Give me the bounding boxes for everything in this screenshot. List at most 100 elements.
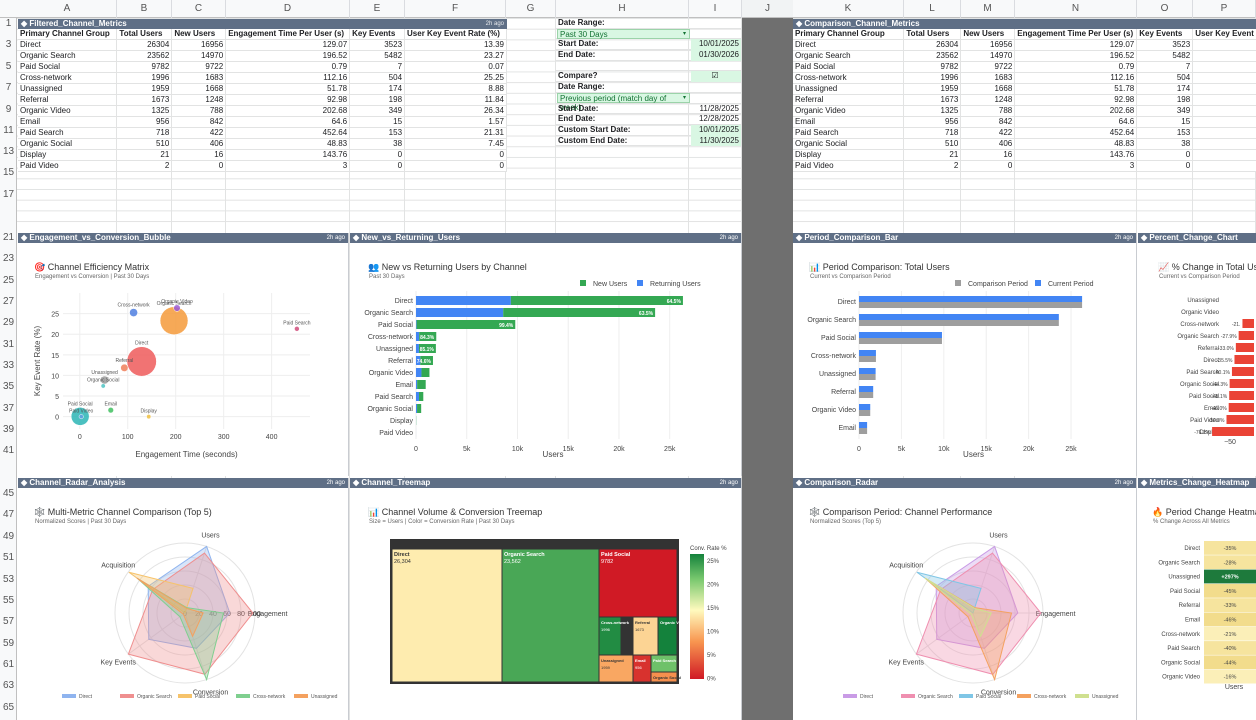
column-header[interactable]: L: [904, 0, 961, 18]
table-cell[interactable]: 0: [349, 160, 406, 173]
table-cell[interactable]: 112.16: [1014, 72, 1138, 85]
table-cell[interactable]: 1668: [171, 83, 227, 96]
table-cell[interactable]: Display: [793, 149, 905, 162]
table-cell[interactable]: 9722: [960, 61, 1016, 74]
table-cell[interactable]: 406: [960, 138, 1016, 151]
row-header[interactable]: 39: [2, 424, 15, 435]
table-cell[interactable]: Email: [18, 116, 118, 129]
column-header[interactable]: G: [506, 0, 556, 18]
row-header[interactable]: 49: [2, 531, 15, 542]
row-header[interactable]: 9: [5, 104, 12, 115]
table-cell[interactable]: 3: [1014, 160, 1138, 173]
table-cell[interactable]: 842: [171, 116, 227, 129]
column-header[interactable]: I: [689, 0, 742, 18]
table-cell[interactable]: 14970: [960, 50, 1016, 63]
custom-end-cell[interactable]: 11/30/2025: [691, 135, 741, 147]
row-header[interactable]: 25: [2, 275, 15, 286]
table-row[interactable]: Direct 26304 16956 129.07 3523: [793, 39, 1256, 52]
row-header[interactable]: 23: [2, 253, 15, 264]
table-cell[interactable]: 504: [349, 72, 406, 85]
table-cell[interactable]: 13.39: [404, 39, 507, 52]
table-cell[interactable]: Organic Social: [793, 138, 905, 151]
row-header[interactable]: 33: [2, 360, 15, 371]
table-cell[interactable]: 956: [903, 116, 962, 129]
table-cell[interactable]: 153: [1136, 127, 1194, 140]
row-header[interactable]: 59: [2, 638, 15, 649]
table-cell[interactable]: 1325: [116, 105, 173, 118]
table-cell[interactable]: 8.88: [404, 83, 507, 96]
table-cell[interactable]: 422: [960, 127, 1016, 140]
custom-start-cell[interactable]: 10/01/2025: [691, 124, 741, 136]
row-header[interactable]: 27: [2, 296, 15, 307]
column-header[interactable]: O: [1137, 0, 1193, 18]
table-cell[interactable]: [1192, 94, 1256, 107]
table-cell[interactable]: [1192, 149, 1256, 162]
table-cell[interactable]: 1996: [903, 72, 962, 85]
row-header[interactable]: 7: [5, 82, 12, 93]
table-cell[interactable]: 1248: [960, 94, 1016, 107]
table-cell[interactable]: 1325: [903, 105, 962, 118]
table-cell[interactable]: 0.07: [404, 61, 507, 74]
table-cell[interactable]: 788: [171, 105, 227, 118]
table-cell[interactable]: 2: [116, 160, 173, 173]
column-heading[interactable]: New Users: [960, 29, 1016, 41]
table-cell[interactable]: 5482: [1136, 50, 1194, 63]
table-cell[interactable]: 174: [1136, 83, 1194, 96]
table-row[interactable]: Direct 26304 16956 129.07 3523 13.39: [18, 39, 507, 52]
row-header[interactable]: 5: [5, 61, 12, 72]
table-cell[interactable]: 1673: [903, 94, 962, 107]
row-header[interactable]: 45: [2, 488, 15, 499]
column-header[interactable]: N: [1015, 0, 1137, 18]
row-header[interactable]: 41: [2, 445, 15, 456]
table-cell[interactable]: [1192, 116, 1256, 129]
row-header[interactable]: 15: [2, 167, 15, 178]
radar-chart[interactable]: Users Engagement Conversion Key Events Acqui…: [18, 478, 349, 720]
table-cell[interactable]: 3: [225, 160, 351, 173]
column-header[interactable]: H: [556, 0, 689, 18]
table-cell[interactable]: Paid Video: [18, 160, 118, 173]
table-cell[interactable]: Organic Video: [18, 105, 118, 118]
table-cell[interactable]: 842: [960, 116, 1016, 129]
column-heading[interactable]: User Key Event Rate: [1192, 29, 1256, 41]
column-heading[interactable]: New Users: [171, 29, 227, 41]
row-header[interactable]: 37: [2, 403, 15, 414]
table-cell[interactable]: [1192, 83, 1256, 96]
table-cell[interactable]: [1192, 127, 1256, 140]
table-cell[interactable]: [1192, 160, 1256, 173]
compare-start-cell[interactable]: 11/28/2025: [699, 103, 739, 113]
table-cell[interactable]: Paid Social: [18, 61, 118, 74]
table-cell[interactable]: 64.6: [225, 116, 351, 129]
compare-range-dropdown[interactable]: Previous period (match day of week) ▾: [557, 92, 690, 112]
table-cell[interactable]: 14970: [171, 50, 227, 63]
table-cell[interactable]: 452.64: [1014, 127, 1138, 140]
table-cell[interactable]: 9782: [903, 61, 962, 74]
bubble-chart[interactable]: 0 5 10 15 20 25 0 100 200 300 400 Engagement Time (…: [18, 233, 349, 476]
table-cell[interactable]: [1192, 61, 1256, 74]
table-cell[interactable]: 7: [1136, 61, 1194, 74]
column-heading[interactable]: Total Users: [116, 29, 173, 41]
row-header[interactable]: 1: [5, 18, 12, 29]
table-cell[interactable]: 1683: [960, 72, 1016, 85]
comparison-metrics-table[interactable]: Primary Channel Group Total Users New User…: [793, 29, 1256, 173]
table-cell[interactable]: Cross-network: [18, 72, 118, 85]
table-cell[interactable]: 7.45: [404, 138, 507, 151]
table-cell[interactable]: 0.79: [225, 61, 351, 74]
table-cell[interactable]: 92.98: [1014, 94, 1138, 107]
table-cell[interactable]: 2: [903, 160, 962, 173]
filtered-table-titlebar[interactable]: ◆ Filtered_Channel_Metrics 2h ago: [18, 19, 507, 29]
column-header[interactable]: B: [117, 0, 172, 18]
table-cell[interactable]: 92.98: [225, 94, 351, 107]
table-cell[interactable]: 48.83: [225, 138, 351, 151]
table-row[interactable]: Paid Video 2 0 3 0 0: [18, 160, 507, 173]
table-row[interactable]: Organic Social 510 406 48.83 38 7.45: [18, 138, 507, 151]
table-cell[interactable]: 0: [171, 160, 227, 173]
table-cell[interactable]: 5482: [349, 50, 406, 63]
table-cell[interactable]: Direct: [793, 39, 905, 52]
table-cell[interactable]: Organic Social: [18, 138, 118, 151]
table-cell[interactable]: 349: [349, 105, 406, 118]
table-cell[interactable]: 0: [404, 149, 507, 162]
column-heading[interactable]: Key Events: [349, 29, 406, 41]
column-header[interactable]: P: [1193, 0, 1256, 18]
column-heading[interactable]: Engagement Time Per User (s): [1014, 29, 1138, 41]
